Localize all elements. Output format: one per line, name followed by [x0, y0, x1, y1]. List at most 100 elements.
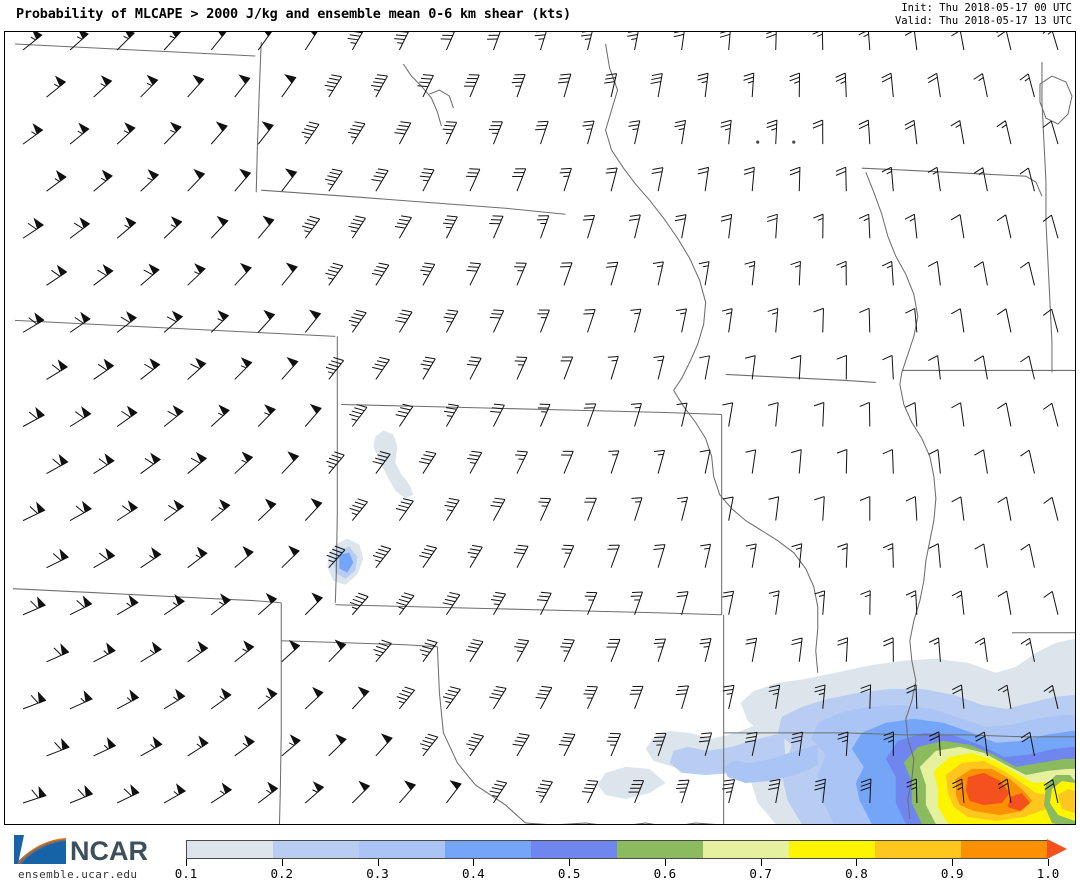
barb-full-10kt	[814, 590, 825, 595]
wind-barb	[419, 733, 439, 757]
wind-barb	[928, 355, 941, 380]
wind-barb	[789, 72, 801, 98]
barb-shaft	[445, 594, 461, 616]
wind-barb	[1042, 120, 1059, 145]
wind-barb	[814, 590, 826, 615]
barb-shaft	[328, 360, 345, 380]
barb-full-10kt	[605, 171, 617, 174]
wind-barb	[234, 168, 252, 192]
barb-full-10kt	[676, 402, 688, 406]
barb-full-10kt	[467, 172, 479, 174]
barb-pennant-50kt	[219, 499, 231, 511]
barb-pennant-50kt	[59, 548, 69, 561]
barb-pennant-50kt	[217, 310, 230, 321]
wind-barb	[163, 783, 186, 804]
barb-half-5kt	[701, 80, 708, 84]
barb-half-5kt	[678, 128, 685, 131]
barb-full-10kt	[952, 778, 963, 785]
barb-full-10kt	[582, 218, 594, 221]
barb-full-10kt	[448, 497, 460, 501]
barb-full-10kt	[720, 123, 731, 128]
barb-pennant-50kt	[80, 311, 91, 324]
barb-shaft	[982, 355, 988, 380]
barb-full-10kt	[378, 262, 389, 266]
barb-half-5kt	[422, 179, 429, 182]
wind-barb	[163, 499, 185, 522]
barb-full-10kt	[470, 356, 482, 359]
wind-barb	[511, 73, 526, 98]
barb-full-10kt	[1042, 32, 1046, 34]
barb-full-10kt	[537, 120, 549, 123]
barb-full-10kt	[424, 356, 436, 360]
wind-barb	[535, 780, 553, 804]
barb-shaft	[1050, 214, 1059, 239]
barb-full-10kt	[789, 170, 801, 176]
barb-shaft	[493, 404, 505, 427]
barb-full-10kt	[674, 32, 680, 34]
barb-shaft	[728, 402, 734, 427]
barb-full-10kt	[768, 590, 780, 594]
barb-shaft	[351, 501, 368, 521]
barb-shaft	[610, 356, 619, 380]
barb-half-5kt	[123, 130, 130, 134]
colorbar[interactable]	[186, 840, 1048, 859]
wind-barb	[653, 544, 666, 568]
wind-barb	[950, 32, 965, 51]
wind-barb	[304, 781, 325, 804]
barb-full-10kt	[627, 34, 638, 37]
barb-full-10kt	[812, 32, 820, 35]
wind-barb	[140, 547, 162, 569]
wind-barb	[952, 778, 965, 804]
barb-half-5kt	[351, 606, 358, 610]
barb-full-10kt	[720, 32, 727, 34]
barb-full-10kt	[468, 740, 480, 744]
wind-barb	[93, 264, 114, 286]
barb-pennant-50kt	[37, 691, 47, 704]
wind-barb	[442, 592, 461, 616]
barb-shaft	[1005, 402, 1012, 427]
wind-barb	[326, 451, 345, 474]
barb-full-10kt	[837, 731, 849, 736]
wind-barb	[210, 215, 229, 239]
map-canvas[interactable]	[4, 31, 1076, 825]
barb-full-10kt	[652, 261, 664, 264]
wind-barb	[583, 309, 596, 333]
barb-half-5kt	[680, 312, 686, 315]
barb-full-10kt	[443, 410, 455, 414]
barb-shaft	[704, 449, 711, 474]
barb-full-10kt	[906, 684, 917, 690]
barb-full-10kt	[489, 790, 501, 794]
wind-barb	[720, 119, 732, 145]
barb-full-10kt	[813, 401, 825, 407]
ncar-logo[interactable]: NCAR ensemble.ucar.edu	[4, 831, 176, 885]
wind-barb	[93, 358, 115, 380]
barb-half-5kt	[955, 124, 961, 128]
barb-full-10kt	[491, 693, 502, 696]
barb-shaft	[1051, 591, 1059, 615]
barb-half-5kt	[375, 653, 381, 657]
wind-barb	[905, 496, 918, 521]
barb-full-10kt	[77, 788, 86, 798]
barb-pennant-50kt	[196, 452, 208, 464]
barb-full-10kt	[73, 222, 84, 229]
prob-patch-colorado-north-core	[397, 476, 412, 493]
wind-barb	[628, 214, 641, 239]
wind-barb	[814, 496, 825, 521]
barb-full-10kt	[352, 124, 363, 128]
wind-barb	[324, 168, 343, 192]
barb-shaft	[915, 778, 918, 803]
barb-shaft	[798, 449, 802, 474]
barb-full-10kt	[743, 72, 754, 77]
barb-full-10kt	[560, 73, 571, 76]
wind-barb	[46, 170, 67, 192]
wind-barb	[676, 308, 688, 333]
barb-full-10kt	[324, 178, 336, 182]
wind-barb	[997, 496, 1012, 521]
wind-barb	[187, 74, 205, 98]
barb-pennant-50kt	[151, 547, 162, 559]
barb-full-10kt	[676, 308, 687, 312]
barb-full-10kt	[587, 780, 598, 782]
wind-barb	[582, 120, 595, 145]
barb-full-10kt	[814, 786, 825, 791]
barb-full-10kt	[904, 32, 913, 36]
